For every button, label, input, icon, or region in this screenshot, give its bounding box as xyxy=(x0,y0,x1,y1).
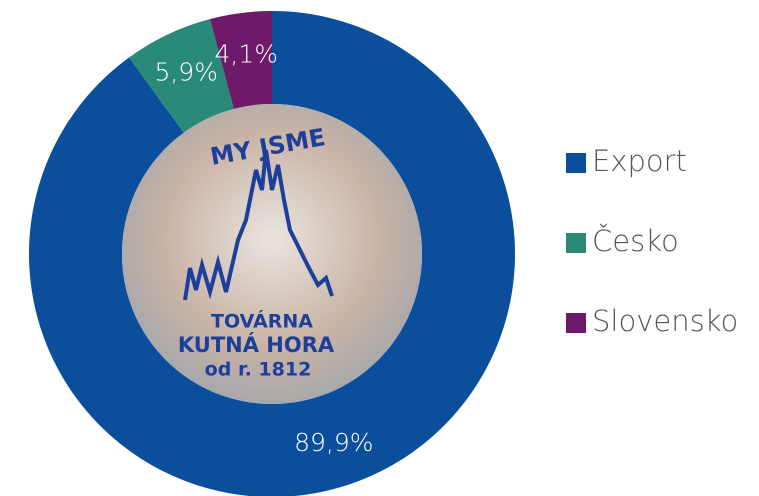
legend-label: Česko xyxy=(592,224,679,258)
value-label: 4,1% xyxy=(215,40,279,69)
value-label: 89,9% xyxy=(294,428,373,457)
logo-text: od r. 1812 xyxy=(205,359,312,381)
logo-background xyxy=(122,104,422,404)
donut-slice xyxy=(210,11,272,109)
logo-drawing xyxy=(183,149,334,301)
legend: Export Česko Slovensko xyxy=(566,144,738,338)
legend-swatch xyxy=(566,153,586,173)
legend-swatch xyxy=(566,313,586,333)
logo-text: TOVÁRNA xyxy=(211,310,313,333)
center-logo: MY JSME TOVÁRNA KUTNÁ HORA od r. 1812 xyxy=(122,104,422,404)
donut: 89,9% 5,9%4,1% xyxy=(29,11,515,496)
legend-label: Export xyxy=(592,144,687,178)
legend-label: Slovensko xyxy=(592,304,738,338)
value-label: 5,9% xyxy=(154,57,218,86)
donut-slice xyxy=(29,11,515,496)
legend-swatch xyxy=(566,233,586,253)
logo-text: KUTNÁ HORA xyxy=(178,332,335,357)
donut-slice xyxy=(129,19,234,133)
